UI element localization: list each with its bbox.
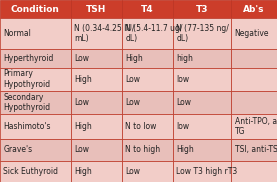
Text: Low T3 high rT3: Low T3 high rT3 (176, 167, 238, 176)
Bar (173, 161, 231, 182)
Text: Ab's: Ab's (243, 5, 265, 14)
Text: TSI, anti-TSH: TSI, anti-TSH (235, 145, 277, 154)
Text: High: High (74, 167, 92, 176)
Bar (0, 0, 71, 18)
Bar (71, 68, 122, 91)
Bar (0, 68, 71, 91)
Bar (0, 139, 71, 161)
Bar (173, 49, 231, 68)
Bar (122, 139, 173, 161)
Text: High: High (74, 75, 92, 84)
Text: Secondary
Hypothyroid: Secondary Hypothyroid (3, 93, 50, 112)
Text: N (5.4-11.7 ug/
dL): N (5.4-11.7 ug/ dL) (125, 24, 183, 43)
Text: Low: Low (74, 98, 89, 107)
Text: High: High (74, 122, 92, 131)
Text: N to low: N to low (125, 122, 157, 131)
Bar (71, 91, 122, 114)
Bar (173, 91, 231, 114)
Text: Condition: Condition (11, 5, 60, 14)
Bar (122, 0, 173, 18)
Text: Low: Low (74, 145, 89, 154)
Text: Normal: Normal (3, 29, 31, 38)
Bar (173, 68, 231, 91)
Text: Low: Low (74, 54, 89, 63)
Bar (173, 139, 231, 161)
Bar (231, 114, 277, 139)
Text: Low: Low (125, 98, 140, 107)
Text: Low: Low (176, 98, 191, 107)
Text: Primary
Hypothyroid: Primary Hypothyroid (3, 70, 50, 89)
Bar (231, 91, 277, 114)
Text: Negative: Negative (235, 29, 269, 38)
Bar (173, 0, 231, 18)
Text: low: low (176, 75, 189, 84)
Bar (0, 114, 71, 139)
Bar (122, 91, 173, 114)
Bar (231, 139, 277, 161)
Text: TSH: TSH (86, 5, 106, 14)
Text: Sick Euthyroid: Sick Euthyroid (3, 167, 58, 176)
Bar (71, 49, 122, 68)
Bar (122, 18, 173, 49)
Bar (0, 18, 71, 49)
Bar (231, 68, 277, 91)
Text: T4: T4 (141, 5, 154, 14)
Text: N to high: N to high (125, 145, 160, 154)
Bar (122, 161, 173, 182)
Bar (231, 161, 277, 182)
Bar (173, 114, 231, 139)
Bar (122, 114, 173, 139)
Text: Grave's: Grave's (3, 145, 32, 154)
Text: N (77-135 ng/
dL): N (77-135 ng/ dL) (176, 24, 229, 43)
Bar (71, 0, 122, 18)
Bar (0, 161, 71, 182)
Text: High: High (125, 54, 143, 63)
Text: Hashimoto's: Hashimoto's (3, 122, 51, 131)
Bar (71, 161, 122, 182)
Text: N (0.34-4.25 IU/
mL): N (0.34-4.25 IU/ mL) (74, 24, 134, 43)
Text: Anti-TPO, anti
TG: Anti-TPO, anti TG (235, 117, 277, 136)
Bar (173, 18, 231, 49)
Bar (71, 114, 122, 139)
Text: Hyperthyroid: Hyperthyroid (3, 54, 54, 63)
Bar (122, 68, 173, 91)
Text: T3: T3 (196, 5, 209, 14)
Bar (71, 18, 122, 49)
Bar (231, 18, 277, 49)
Text: low: low (176, 122, 189, 131)
Bar (0, 49, 71, 68)
Text: High: High (176, 145, 194, 154)
Bar (122, 49, 173, 68)
Text: high: high (176, 54, 193, 63)
Bar (0, 91, 71, 114)
Bar (71, 139, 122, 161)
Bar (231, 49, 277, 68)
Text: Low: Low (125, 167, 140, 176)
Text: Low: Low (125, 75, 140, 84)
Bar (231, 0, 277, 18)
